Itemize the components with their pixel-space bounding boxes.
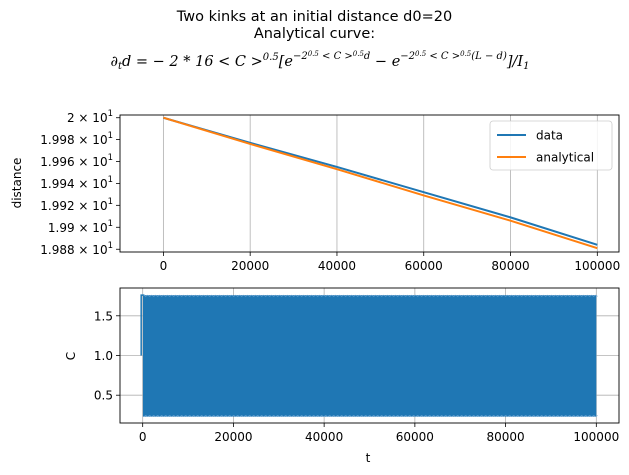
distance-x-tick-label: 40000 [318,259,356,273]
distance-y-tick-label: 1.992 × 101 [40,197,113,213]
c-oscillation-start [140,294,145,417]
c-x-tick-label: 40000 [305,430,343,444]
distance-x-tick-label: 80000 [491,259,529,273]
distance-x-tick-label: 60000 [405,259,443,273]
c-x-tick-label: 20000 [214,430,252,444]
c-y-tick-label: 1.0 [94,349,113,363]
distance-x-tick-label: 20000 [231,259,269,273]
c-x-axis-label: t [366,451,371,465]
c-x-tick-label: 80000 [486,430,524,444]
c-y-ticks: 0.5 1.0 1.5 [94,309,120,403]
c-x-tick-label: 60000 [396,430,434,444]
c-y-tick-label: 0.5 [94,389,113,403]
distance-y-tick-label: 1.99 × 101 [48,219,113,235]
figure-title-line1: Two kinks at an initial distance d0=20 [176,9,453,25]
legend: data analytical [489,120,613,171]
distance-y-axis-label: distance [10,158,24,209]
c-oscillation-band [143,295,597,417]
c-series [140,294,598,417]
analytical-formula: ∂td = − 2 * 16 < C >0.5[e−20.5 < C >0.5d… [110,50,529,72]
legend-label-analytical: analytical [536,151,594,165]
figure-title-line2: Analytical curve: [253,26,376,42]
c-x-ticks: 0 20000 40000 60000 80000 100000 [139,423,619,444]
c-band-top-edge [143,294,598,297]
distance-y-ticks: 1.988 × 101 1.99 × 101 1.992 × 101 1.994 × … [40,109,120,257]
c-chart: 0 20000 40000 60000 80000 100000 0.51.01.5 C … [64,287,620,465]
c-band-bottom-edge [143,415,598,417]
distance-y-tick-label: 2 × 101 [67,109,113,125]
distance-x-tick-label: 0 [160,259,168,273]
distance-series [163,116,598,250]
distance-y-tick-label: 1.998 × 101 [40,131,113,147]
distance-x-ticks: 0 20000 40000 60000 80000 100000 [160,252,620,273]
distance-chart: 0 20000 40000 60000 80000 100000 1.988 × 1011… [10,109,620,273]
series-line-analytical [163,116,598,250]
legend-label-data: data [536,129,563,143]
distance-y-tick-label: 1.996 × 101 [40,153,113,169]
distance-y-tick-label: 1.994 × 101 [40,175,113,191]
c-x-tick-label: 100000 [573,430,619,444]
c-y-axis-label: C [64,352,78,360]
c-x-tick-label: 0 [139,430,147,444]
c-y-tick-label: 1.5 [94,309,113,323]
distance-y-tick-label: 1.988 × 101 [40,241,113,257]
distance-x-tick-label: 100000 [574,259,620,273]
